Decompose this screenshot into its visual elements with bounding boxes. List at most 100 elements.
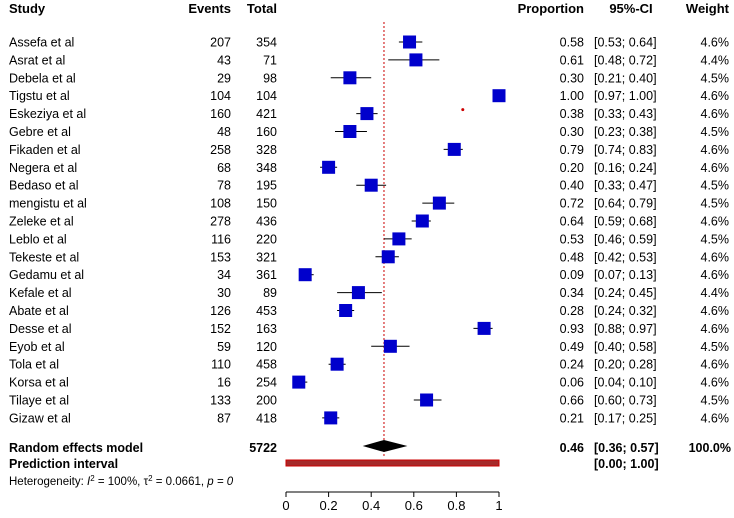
x-axis-tick-label: 0 bbox=[282, 498, 289, 513]
study-events: 153 bbox=[210, 250, 231, 264]
study-name: Desse et al bbox=[9, 322, 72, 336]
study-row: Assefa et al 207 354 0.58 [0.53; 0.64] 4.6% bbox=[9, 36, 729, 50]
study-name: Gizaw et al bbox=[9, 411, 71, 425]
study-proportion: 0.61 bbox=[560, 53, 584, 67]
study-proportion: 0.72 bbox=[560, 197, 584, 211]
study-proportion: 0.40 bbox=[560, 179, 584, 193]
study-total: 321 bbox=[256, 250, 277, 264]
header-events: Events bbox=[188, 1, 231, 16]
study-ci: [0.33; 0.43] bbox=[594, 107, 657, 121]
study-events: 43 bbox=[217, 53, 231, 67]
study-row: Gedamu et al 34 361 0.09 [0.07; 0.13] 4.6% bbox=[9, 268, 729, 282]
study-proportion: 0.30 bbox=[560, 125, 584, 139]
study-weight: 4.6% bbox=[701, 215, 730, 229]
study-ci: [0.20; 0.28] bbox=[594, 358, 657, 372]
study-total: 195 bbox=[256, 179, 277, 193]
study-name: Debela et al bbox=[9, 71, 76, 85]
study-row: Negera et al 68 348 0.20 [0.16; 0.24] 4.6% bbox=[9, 161, 729, 175]
study-weight: 4.6% bbox=[701, 89, 730, 103]
study-name: mengistu et al bbox=[9, 197, 87, 211]
study-proportion: 0.09 bbox=[560, 268, 584, 282]
study-proportion: 0.66 bbox=[560, 394, 584, 408]
header-weight: Weight bbox=[686, 1, 730, 16]
study-ci: [0.07; 0.13] bbox=[594, 268, 657, 282]
study-point-square bbox=[420, 393, 434, 407]
study-proportion: 1.00 bbox=[560, 89, 584, 103]
study-events: 29 bbox=[217, 71, 231, 85]
prediction-label: Prediction interval bbox=[9, 457, 118, 471]
study-total: 98 bbox=[263, 71, 277, 85]
study-proportion: 0.53 bbox=[560, 232, 584, 246]
study-total: 89 bbox=[263, 286, 277, 300]
study-ci: [0.97; 1.00] bbox=[594, 89, 657, 103]
study-events: 152 bbox=[210, 322, 231, 336]
study-ci: [0.48; 0.72] bbox=[594, 53, 657, 67]
study-weight: 4.6% bbox=[701, 322, 730, 336]
study-events: 59 bbox=[217, 340, 231, 354]
study-weight: 4.6% bbox=[701, 304, 730, 318]
study-events: 108 bbox=[210, 197, 231, 211]
study-proportion: 0.49 bbox=[560, 340, 584, 354]
study-row: Debela et al 29 98 0.30 [0.21; 0.40] 4.5% bbox=[9, 71, 729, 85]
study-weight: 4.6% bbox=[701, 268, 730, 282]
study-ci: [0.60; 0.73] bbox=[594, 394, 657, 408]
study-proportion: 0.20 bbox=[560, 161, 584, 175]
prediction-interval-bar bbox=[285, 459, 500, 467]
study-point-square bbox=[339, 304, 353, 317]
study-row: Desse et al 152 163 0.93 [0.88; 0.97] 4.6% bbox=[9, 322, 729, 336]
study-events: 16 bbox=[217, 376, 231, 390]
study-row: Tigstu et al 104 104 1.00 [0.97; 1.00] 4.6% bbox=[9, 89, 729, 103]
study-ci: [0.53; 0.64] bbox=[594, 36, 657, 50]
study-proportion: 0.93 bbox=[560, 322, 584, 336]
study-row: Tekeste et al 153 321 0.48 [0.42; 0.53] 4.6% bbox=[9, 250, 729, 264]
study-name: Gebre et al bbox=[9, 125, 71, 139]
study-total: 254 bbox=[256, 376, 277, 390]
study-weight: 4.6% bbox=[701, 358, 730, 372]
study-point-square bbox=[477, 321, 491, 335]
summary-weight: 100.0% bbox=[689, 441, 731, 455]
study-rows: Assefa et al 207 354 0.58 [0.53; 0.64] 4.6%As… bbox=[9, 36, 729, 426]
study-name: Tekeste et al bbox=[9, 250, 79, 264]
study-row: Korsa et al 16 254 0.06 [0.04; 0.10] 4.6% bbox=[9, 376, 729, 390]
study-proportion: 0.34 bbox=[560, 286, 584, 300]
study-point-square bbox=[292, 375, 306, 389]
study-ci: [0.64; 0.79] bbox=[594, 197, 657, 211]
study-row: Eyob et al 59 120 0.49 [0.40; 0.58] 4.5% bbox=[9, 340, 729, 354]
header-total: Total bbox=[247, 1, 277, 16]
study-weight: 4.5% bbox=[701, 394, 730, 408]
study-events: 34 bbox=[217, 268, 231, 282]
study-weight: 4.5% bbox=[701, 340, 730, 354]
study-total: 354 bbox=[256, 36, 277, 50]
study-weight: 4.6% bbox=[701, 250, 730, 264]
study-total: 104 bbox=[256, 89, 277, 103]
study-weight: 4.4% bbox=[701, 53, 730, 67]
study-point-square bbox=[330, 357, 344, 371]
study-proportion: 0.38 bbox=[560, 107, 584, 121]
study-point-square bbox=[322, 160, 336, 174]
x-axis-tick-label: 0.4 bbox=[362, 498, 380, 513]
study-events: 110 bbox=[211, 358, 231, 372]
study-total: 71 bbox=[263, 53, 277, 67]
study-events: 68 bbox=[217, 161, 231, 175]
stray-dot bbox=[461, 108, 465, 112]
study-weight: 4.6% bbox=[701, 411, 730, 425]
study-point-square bbox=[343, 125, 357, 138]
study-events: 207 bbox=[210, 36, 231, 50]
study-total: 436 bbox=[256, 215, 277, 229]
study-point-square bbox=[432, 196, 446, 210]
study-events: 48 bbox=[217, 125, 231, 139]
study-proportion: 0.28 bbox=[560, 304, 584, 318]
summary-diamond bbox=[362, 440, 408, 452]
study-proportion: 0.79 bbox=[560, 143, 584, 157]
study-total: 200 bbox=[256, 394, 277, 408]
study-name: Tola et al bbox=[9, 358, 59, 372]
summary-ci: [0.36; 0.57] bbox=[594, 441, 659, 455]
study-ci: [0.17; 0.25] bbox=[594, 411, 657, 425]
study-row: Kefale et al 30 89 0.34 [0.24; 0.45] 4.4% bbox=[9, 286, 729, 300]
study-ci: [0.46; 0.59] bbox=[594, 232, 657, 246]
study-weight: 4.5% bbox=[701, 179, 730, 193]
study-row: Eskeziya et al 160 421 0.38 [0.33; 0.43] 4.6% bbox=[9, 107, 729, 121]
study-name: Bedaso et al bbox=[9, 179, 79, 193]
summary-label: Random effects model bbox=[9, 441, 143, 455]
header-ci: 95%-CI bbox=[609, 1, 652, 16]
